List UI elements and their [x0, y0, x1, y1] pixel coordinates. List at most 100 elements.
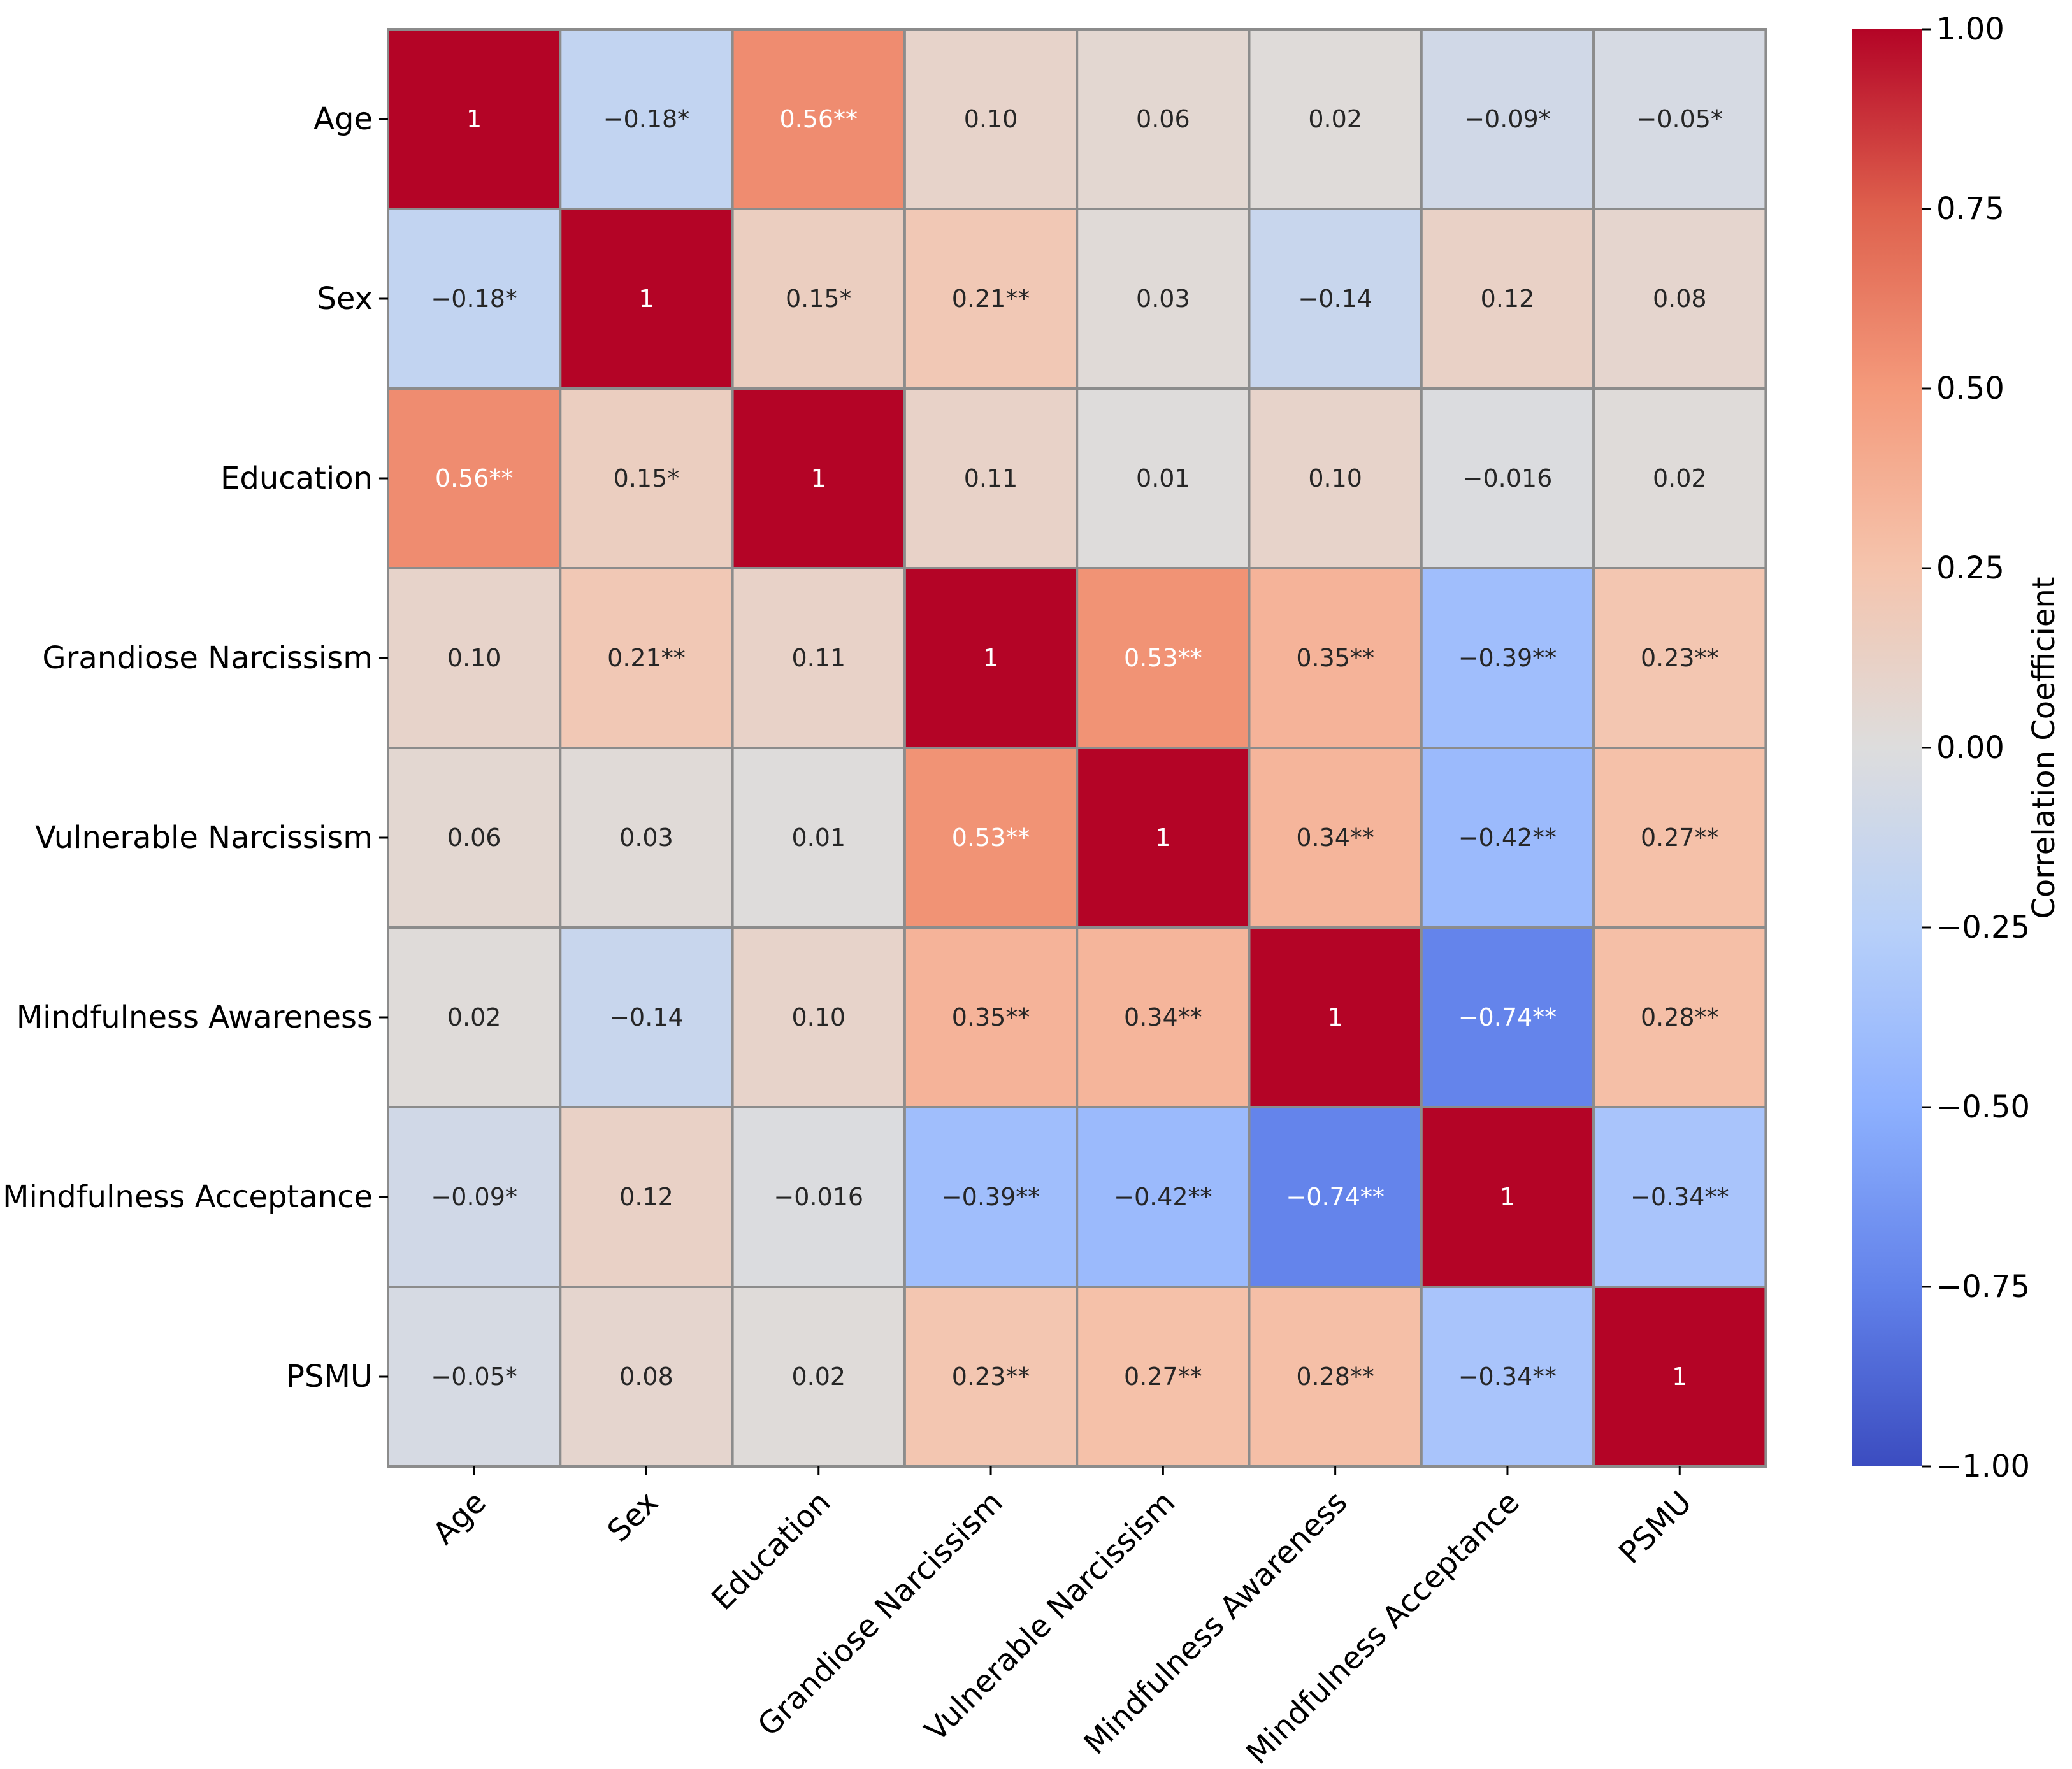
heatmap-cell: [731, 926, 906, 1108]
heatmap-cell: [1248, 1106, 1423, 1288]
colorbar-gradient: [1852, 29, 1922, 1466]
cell-annotation: 0.28**: [1296, 1363, 1374, 1391]
colorbar-tick-label: 0.75: [1936, 191, 2004, 227]
cell-annotation: 0.15*: [614, 464, 680, 492]
heatmap-cell: [1592, 387, 1767, 569]
heatmap-cell: [1592, 747, 1767, 929]
cell-annotation: 0.08: [1653, 285, 1707, 313]
cell-annotation: −0.016: [773, 1183, 863, 1211]
cell-annotation: 0.02: [791, 1363, 845, 1391]
heatmap-cell: [903, 28, 1079, 210]
heatmap-cell: [1248, 387, 1423, 569]
heatmap-cell: [1592, 1106, 1767, 1288]
cell-annotation: 0.27**: [1641, 824, 1719, 852]
cell-annotation: 0.34**: [1296, 824, 1374, 852]
cell-annotation: 0.27**: [1124, 1363, 1202, 1391]
heatmap-cell: [1248, 747, 1423, 929]
heatmap-cell: [731, 567, 906, 749]
cell-annotation: 0.35**: [1296, 644, 1374, 672]
heatmap-cell: [731, 387, 906, 569]
heatmap-cell: [731, 1286, 906, 1468]
heatmap-cell: [1248, 208, 1423, 390]
heatmap-cell: [387, 28, 562, 210]
x-tick-label: PSMU: [1612, 1484, 1699, 1571]
cell-annotation: −0.39**: [1458, 644, 1557, 672]
y-tick-label: Mindfulness Acceptance: [3, 1179, 373, 1215]
cell-annotation: 1: [983, 644, 998, 672]
heatmap-cell: [1076, 747, 1251, 929]
cell-annotation: 0.12: [1481, 285, 1535, 313]
cell-annotation: 0.34**: [1124, 1003, 1202, 1031]
heatmap-cells: [387, 28, 1767, 1468]
heatmap-cell: [1076, 387, 1251, 569]
colorbar-tick-label: 0.50: [1936, 371, 2004, 406]
y-tick-label: Education: [220, 461, 373, 496]
heatmap-cell: [1592, 926, 1767, 1108]
y-axis: Age Sex Education Grandiose Narcissism Vulne…: [3, 101, 388, 1394]
cell-annotation: 0.12: [619, 1183, 673, 1211]
heatmap-cell: [559, 926, 734, 1108]
cell-annotation: 0.06: [1136, 105, 1190, 133]
cell-annotation: 0.02: [1308, 105, 1362, 133]
heatmap-cell: [903, 387, 1079, 569]
cell-annotation: −0.18*: [603, 105, 689, 133]
heatmap-cell: [1420, 747, 1595, 929]
y-tick-label: Sex: [317, 281, 373, 317]
cell-annotation: 0.03: [619, 824, 673, 852]
cell-annotation: 0.56**: [779, 105, 858, 133]
heatmap-cell: [731, 28, 906, 210]
y-tick-label: Grandiose Narcissism: [42, 640, 373, 676]
cell-annotation: 1: [1155, 824, 1170, 852]
heatmap-annotations: 1 −0.18* 0.56** 0.10 0.06 0.02 −0.09* −0.05* −0.…: [431, 105, 1729, 1391]
heatmap-cell: [1248, 926, 1423, 1108]
colorbar-tick-label: −0.50: [1936, 1089, 2030, 1125]
cell-annotation: 0.56**: [435, 464, 514, 492]
cell-annotation: −0.016: [1463, 464, 1553, 492]
heatmap-cell: [731, 747, 906, 929]
x-tick-label: Mindfulness Acceptance: [1239, 1484, 1526, 1769]
cell-annotation: −0.09*: [1464, 105, 1550, 133]
heatmap-cell: [1592, 1286, 1767, 1468]
cell-annotation: 0.23**: [1641, 644, 1719, 672]
cell-annotation: −0.05*: [1637, 105, 1723, 133]
heatmap-cell: [559, 28, 734, 210]
cell-annotation: −0.05*: [431, 1363, 517, 1391]
x-tick-label: Age: [426, 1484, 493, 1551]
cell-annotation: 0.28**: [1641, 1003, 1719, 1031]
heatmap-cell: [731, 1106, 906, 1288]
cell-annotation: 0.02: [447, 1003, 501, 1031]
cell-annotation: 1: [811, 464, 826, 492]
cell-annotation: −0.14: [1298, 285, 1372, 313]
cell-annotation: −0.18*: [431, 285, 517, 313]
heatmap-cell: [387, 567, 562, 749]
cell-annotation: 0.08: [619, 1363, 673, 1391]
cell-annotation: 1: [466, 105, 482, 133]
cell-annotation: 0.21**: [952, 285, 1030, 313]
colorbar-tick-label: 0.25: [1936, 550, 2004, 586]
cell-annotation: 0.35**: [952, 1003, 1030, 1031]
cell-annotation: −0.42**: [1458, 824, 1557, 852]
colorbar-tick-label: −0.25: [1936, 910, 2030, 945]
cell-annotation: −0.09*: [431, 1183, 517, 1211]
cell-annotation: −0.74**: [1458, 1003, 1557, 1031]
heatmap-cell: [903, 747, 1079, 929]
y-tick-label: PSMU: [286, 1359, 373, 1394]
colorbar-tick-label: 0.00: [1936, 730, 2004, 766]
cell-annotation: −0.39**: [942, 1183, 1040, 1211]
cell-annotation: 0.53**: [952, 824, 1030, 852]
cell-annotation: 1: [1328, 1003, 1343, 1031]
colorbar-tick-label: −1.00: [1936, 1449, 2030, 1484]
cell-annotation: 0.15*: [786, 285, 852, 313]
cell-annotation: 0.03: [1136, 285, 1190, 313]
cell-annotation: 1: [1500, 1183, 1515, 1211]
heatmap-cell: [559, 1106, 734, 1288]
cell-annotation: 0.21**: [607, 644, 686, 672]
cell-annotation: −0.42**: [1114, 1183, 1212, 1211]
cell-annotation: 0.53**: [1124, 644, 1202, 672]
cell-annotation: 0.06: [447, 824, 501, 852]
heatmap-cell: [559, 208, 734, 390]
cell-annotation: 0.11: [964, 464, 1018, 492]
x-tick-label: Sex: [601, 1484, 666, 1549]
